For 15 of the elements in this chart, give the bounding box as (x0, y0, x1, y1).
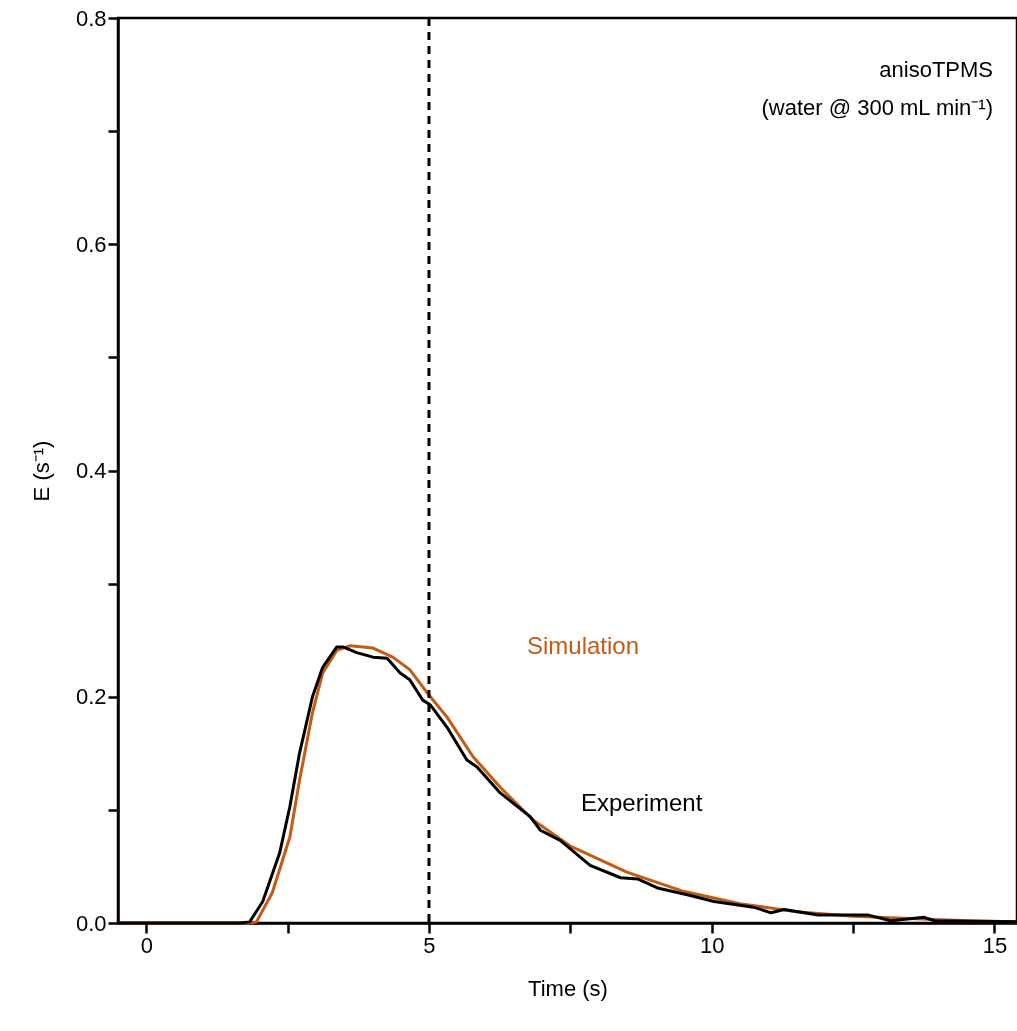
x-tick-label: 10 (699, 932, 725, 958)
y-tick-label: 0.0 (75, 910, 107, 936)
series-label: Experiment (581, 789, 703, 816)
annotation: (water @ 300 mL min⁻¹) (761, 95, 993, 120)
x-tick-label: 15 (982, 932, 1008, 958)
x-tick-label: 5 (423, 932, 436, 958)
text: Simulation (527, 632, 640, 659)
y-axis-title: E (s⁻¹) (28, 440, 54, 502)
y-tick-label: 0.6 (75, 231, 107, 257)
x-tick-label: 0 (140, 932, 153, 958)
x-axis-title: Time (s) (528, 975, 608, 1001)
y-tick-label: 0.8 (75, 5, 107, 31)
annotation: anisoTPMS (879, 57, 993, 82)
y-tick-label: 0.2 (75, 684, 107, 710)
y-tick-label: 0.4 (75, 458, 107, 483)
